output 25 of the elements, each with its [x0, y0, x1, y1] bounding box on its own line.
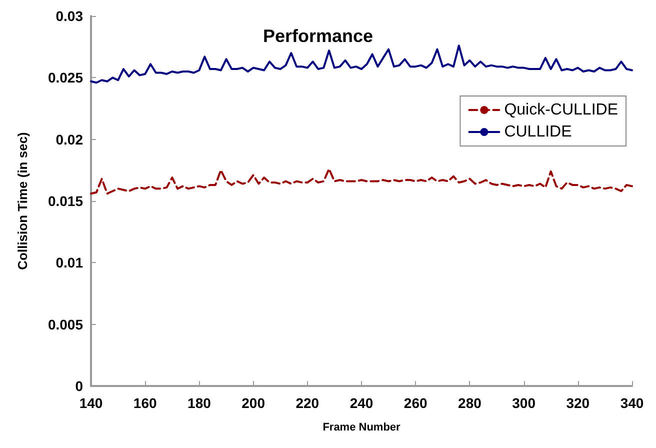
text: Performance: [262, 26, 374, 46]
x-tick-label: 340: [620, 395, 644, 411]
legend-label: Quick-CULLIDE: [504, 102, 618, 118]
x-tick-label: 240: [350, 395, 374, 411]
x-tick-label: 260: [404, 395, 428, 411]
legend-label: CULLIDE: [504, 124, 572, 140]
y-tick-label: 0.02: [56, 131, 84, 148]
x-tick-label: 160: [133, 395, 157, 411]
y-tick-label: 0.01: [56, 254, 84, 271]
line-series: [90, 168, 633, 195]
x-tick-label: 180: [188, 395, 212, 411]
x-tick-label: 280: [458, 395, 482, 411]
x-axis-title: Frame Number: [322, 422, 402, 434]
x-tick-label: 140: [79, 395, 103, 411]
x-tick-label: 220: [296, 395, 320, 411]
x-tick-label: 300: [512, 395, 536, 411]
y-tick-label: 0.015: [48, 193, 84, 209]
y-tick-label: 0.025: [48, 70, 84, 86]
line-series: [90, 44, 633, 84]
x-tick-label: 320: [566, 395, 590, 411]
y-axis-title: Collision Time (in sec): [15, 132, 30, 270]
y-tick-label: 0.005: [48, 316, 84, 332]
y-tick-label: 0: [75, 378, 84, 394]
y-tick-label: 0.03: [56, 8, 84, 24]
x-tick-label: 200: [242, 395, 266, 411]
